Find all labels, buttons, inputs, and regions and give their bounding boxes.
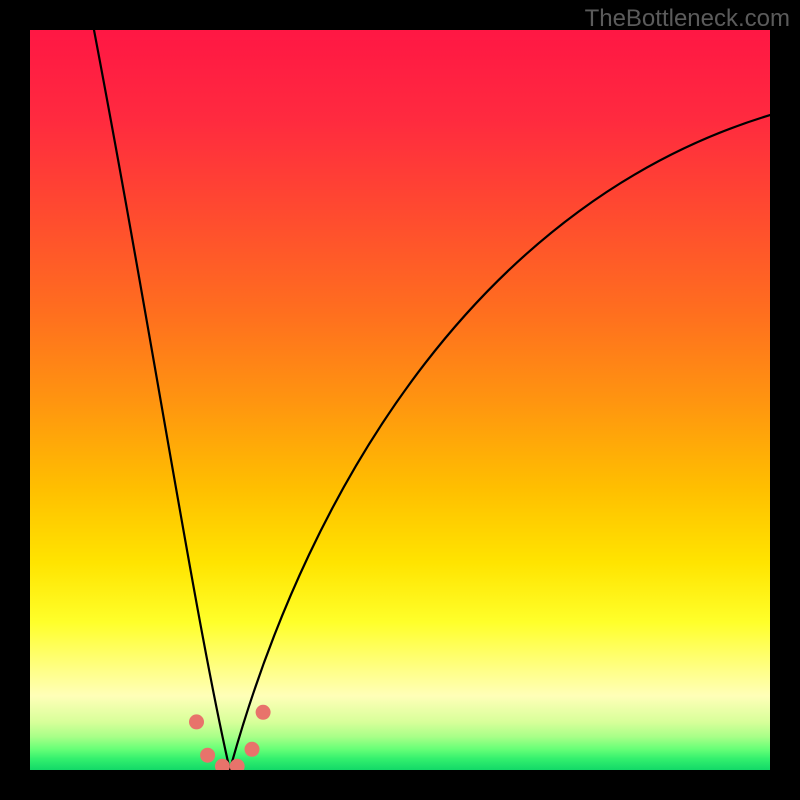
plot-svg xyxy=(30,30,770,770)
marker-point xyxy=(245,742,260,757)
marker-point xyxy=(256,705,271,720)
marker-point xyxy=(200,748,215,763)
watermark-text: TheBottleneck.com xyxy=(585,5,790,33)
plot-area xyxy=(30,30,770,770)
marker-point xyxy=(189,714,204,729)
